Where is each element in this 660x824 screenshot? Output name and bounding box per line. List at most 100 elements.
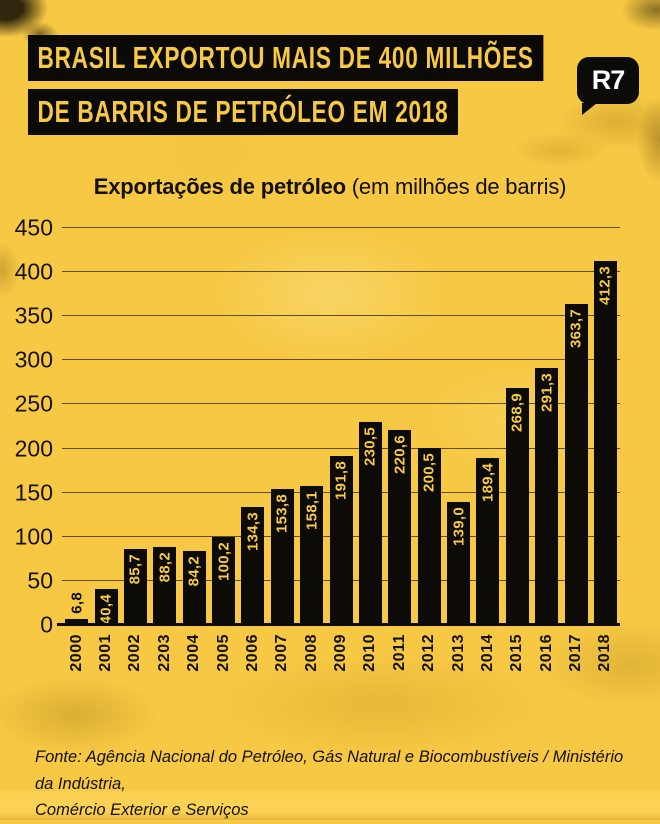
x-axis-label: 2005 [214,634,232,672]
x-axis-label: 2001 [97,634,115,672]
bar-slot: 412,3 [591,228,620,625]
bar-slot: 100,2 [209,228,238,625]
bar-2010: 230,5 [358,421,382,625]
x-axis-label: 2010 [361,634,379,672]
y-axis-tick-label: 250 [14,390,53,417]
bar-value-label: 200,5 [420,453,438,493]
x-label-slot: 2001 [91,634,120,682]
bar-value-label: 291,3 [538,373,556,413]
headline: BRASIL EXPORTOU MAIS DE 400 MILHÕES DE B… [28,35,660,143]
bar-2007: 153,8 [270,489,294,625]
x-label-slot: 2005 [209,634,238,682]
r7-logo-text: R7 [591,65,626,95]
x-axis-label: 2000 [67,634,85,672]
bar-value-label: 363,7 [567,309,585,349]
chart-title-unit: (em milhões de barris) [345,174,567,199]
y-axis-tick-label: 100 [14,523,53,550]
x-label-slot: 2004 [180,634,209,682]
bar-slot: 189,4 [473,228,502,625]
bar-slot: 40,4 [91,228,120,625]
x-axis-label: 2011 [390,634,408,671]
y-axis-tick-label: 300 [14,346,53,373]
bar-2014: 189,4 [476,457,500,625]
plot-area: 6,8 40,4 85,7 88,2 84,2 100,2 134,3 153,8 158,1 1… [15,216,620,636]
x-axis-labels: 2000 2001 2002 2203 2004 2005 2006 2007 2008 2009… [62,634,620,682]
x-label-slot: 2009 [326,634,355,682]
bar-2016: 291,3 [535,368,559,625]
bar-slot: 220,6 [385,228,414,625]
x-axis-label: 2014 [478,634,496,672]
x-axis-label: 2007 [273,634,291,672]
bar-slot: 230,5 [356,228,385,625]
bar-slot: 291,3 [532,228,561,625]
x-axis-label: 2013 [449,634,467,672]
bar-2006: 134,3 [241,506,265,625]
bar-2013: 139,0 [447,502,471,625]
x-label-slot: 2010 [356,634,385,682]
x-axis-label: 2017 [567,634,585,672]
x-label-slot: 2008 [297,634,326,682]
bar-value-label: 40,4 [97,594,115,625]
bar-value-label: 6,8 [68,592,86,615]
y-axis-tick-label: 350 [14,302,53,329]
x-label-slot: 2012 [415,634,444,682]
x-label-slot: 2014 [473,634,502,682]
bar-2012: 200,5 [417,448,441,625]
x-axis-label: 2008 [302,634,320,672]
bar-slot: 158,1 [297,228,326,625]
x-axis-label: 2004 [185,634,203,672]
x-label-slot: 2002 [121,634,150,682]
bar-2203: 88,2 [153,547,177,625]
x-label-slot: 2006 [238,634,267,682]
bar-slot: 200,5 [415,228,444,625]
x-axis-label: 2015 [508,634,526,672]
bar-value-label: 189,4 [479,462,497,502]
x-axis-label: 2009 [332,634,350,672]
x-axis-line [57,623,620,626]
headline-line-2: DE BARRIS DE PETRÓLEO EM 2018 [28,89,458,135]
bar-2005: 100,2 [212,536,236,625]
bar-2017: 363,7 [564,304,588,625]
source-line-2: Comércio Exterior e Serviços [35,801,249,820]
bar-slot: 268,9 [503,228,532,625]
x-label-slot: 2011 [385,634,414,682]
bar-value-label: 85,7 [126,554,144,585]
x-label-slot: 2000 [62,634,91,682]
bar-value-label: 100,2 [215,541,233,581]
bar-2009: 191,8 [329,455,353,625]
bar-2018: 412,3 [593,261,617,625]
x-label-slot: 2017 [561,634,590,682]
x-label-slot: 2016 [532,634,561,682]
bar-slot: 363,7 [561,228,590,625]
x-label-slot: 2018 [591,634,620,682]
x-axis-label: 2203 [155,634,173,672]
bar-slot: 191,8 [326,228,355,625]
bar-2004: 84,2 [182,550,206,625]
bar-2002: 85,7 [123,549,147,625]
x-label-slot: 2013 [444,634,473,682]
bar-2015: 268,9 [505,387,529,625]
bar-value-label: 84,2 [185,555,203,587]
chart-title: Exportações de petróleo (em milhões de b… [0,174,660,200]
bars-container: 6,8 40,4 85,7 88,2 84,2 100,2 134,3 153,8 158,1 1… [62,228,620,625]
bar-value-label: 220,6 [391,435,409,475]
x-label-slot: 2203 [150,634,179,682]
bar-slot: 6,8 [62,228,91,625]
x-axis-label: 2012 [420,634,438,672]
bar-value-label: 191,8 [332,460,350,500]
bar-2008: 158,1 [300,485,324,625]
bar-slot: 85,7 [121,228,150,625]
source-note: Fonte: Agência Nacional do Petróleo, Gás… [35,744,635,824]
x-axis-label: 2018 [596,634,614,672]
y-axis-tick-label: 50 [27,567,53,594]
y-axis-tick-label: 150 [14,479,53,506]
bar-value-label: 158,1 [303,490,321,530]
bar-value-label: 268,9 [508,392,526,432]
y-axis-tick-label: 200 [14,435,53,462]
chart-title-main: Exportações de petróleo [93,174,346,199]
y-axis-tick-label: 400 [14,258,53,285]
x-axis-label: 2006 [243,634,261,672]
bar-2011: 220,6 [388,430,412,625]
bar-slot: 134,3 [238,228,267,625]
bar-slot: 84,2 [180,228,209,625]
